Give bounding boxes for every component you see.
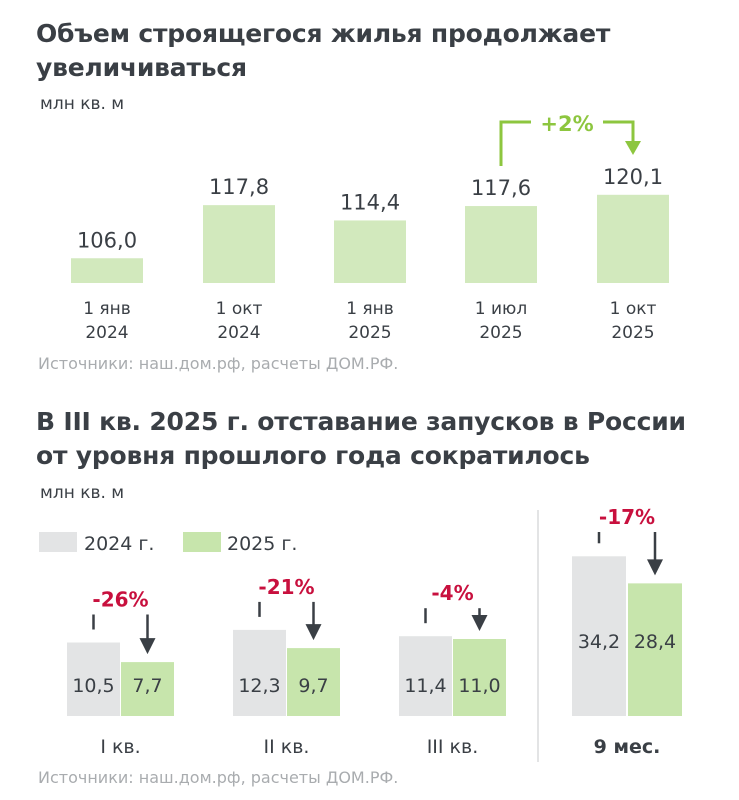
chart1-title: Объем строящегося жилья продолжает увели… [36,17,610,85]
bar-value-label-0: 106,0 [77,228,137,252]
chart1-title-line1: Объем строящегося жилья продолжает [36,19,611,48]
change-annotation-arrowhead [625,141,641,155]
x-tick-label-2-line1: 1 янв [346,299,394,319]
change-label-group-1: -21% [258,575,314,599]
bar-2 [334,220,406,283]
value-2024-group-0: 10,5 [72,675,114,697]
legend-swatch-2024 [39,532,77,552]
chart2-title-line1: В III кв. 2025 г. отставание запусков в … [36,407,686,436]
change-annotation-label: +2% [540,112,593,136]
change-label-group-0: -26% [92,588,148,612]
bar-2025-group-3 [628,583,682,716]
value-2025-group-1: 9,7 [298,675,328,697]
bar-2025-group-0 [121,662,174,716]
category-label-2: III кв. [427,736,479,758]
bar-2024-group-0 [67,642,120,716]
x-tick-label-3-line1: 1 июл [475,299,527,319]
x-tick-label-3-line2: 2025 [479,323,522,343]
change-arrowhead-group-2 [471,615,488,631]
construction-volume-chart: 106,0 1 янв 2024 117,8 1 окт 2024 114,4 1 янв 20… [71,110,669,343]
legend-label-2025: 2025 г. [227,533,297,555]
x-tick-label-4-line1: 1 окт [610,299,657,319]
legend-label-2024: 2024 г. [84,533,154,555]
change-label-group-3: -17% [599,505,655,529]
bar-2024-group-3 [572,556,626,716]
change-arrowhead-group-3 [647,559,663,576]
bar-2024-group-1 [233,629,286,716]
value-2024-group-2: 11,4 [404,675,446,697]
change-label-group-2: -4% [431,581,473,605]
change-arrowhead-group-1 [305,624,322,641]
change-annotation-bg [531,110,603,136]
chart1-title-line2: увеличиваться [36,53,247,82]
x-tick-label-1-line1: 1 окт [216,299,263,319]
bar-2024-group-2 [399,636,452,716]
x-tick-label-2-line2: 2025 [348,323,391,343]
value-2025-group-3: 28,4 [634,631,676,653]
chart2-source: Источники: наш.дом.рф, расчеты ДОМ.РФ. [38,768,399,787]
bar-3 [465,206,537,283]
value-2024-group-3: 34,2 [578,631,620,653]
category-label-1: II кв. [264,736,310,758]
value-2024-group-1: 12,3 [238,675,280,697]
x-tick-label-1-line2: 2024 [217,323,260,343]
chart2-unit-label: млн кв. м [40,483,125,503]
bar-4 [597,194,669,283]
bar-2025-group-2 [453,639,506,716]
value-2025-group-0: 7,7 [132,675,162,697]
bar-value-label-2: 114,4 [340,190,400,214]
bar-1 [203,205,275,283]
value-2025-group-2: 11,0 [458,675,500,697]
bar-2025-group-1 [287,648,340,716]
x-tick-label-4-line2: 2025 [611,323,654,343]
change-arrowhead-group-0 [139,638,156,655]
x-tick-label-0-line1: 1 янв [83,299,131,319]
bar-value-label-3: 117,6 [471,176,531,200]
chart2-title-line2: от уровня прошлого года сократилось [36,441,590,470]
category-label-3: 9 мес. [594,736,661,758]
bar-value-label-4: 120,1 [603,165,663,189]
bar-0 [71,258,143,283]
housing-starts-chart: 2024 г. 2025 г. 10,5 7,7 I кв. -26% 12,3 9,7 II … [39,505,682,762]
x-tick-label-0-line2: 2024 [85,323,128,343]
bar-value-label-1: 117,8 [209,175,269,199]
category-label-0: I кв. [100,736,140,758]
chart2-title: В III кв. 2025 г. отставание запусков в … [36,405,686,473]
chart1-source: Источники: наш.дом.рф, расчеты ДОМ.РФ. [38,354,399,373]
legend-swatch-2025 [183,532,221,552]
chart1-unit-label: млн кв. м [40,94,125,114]
